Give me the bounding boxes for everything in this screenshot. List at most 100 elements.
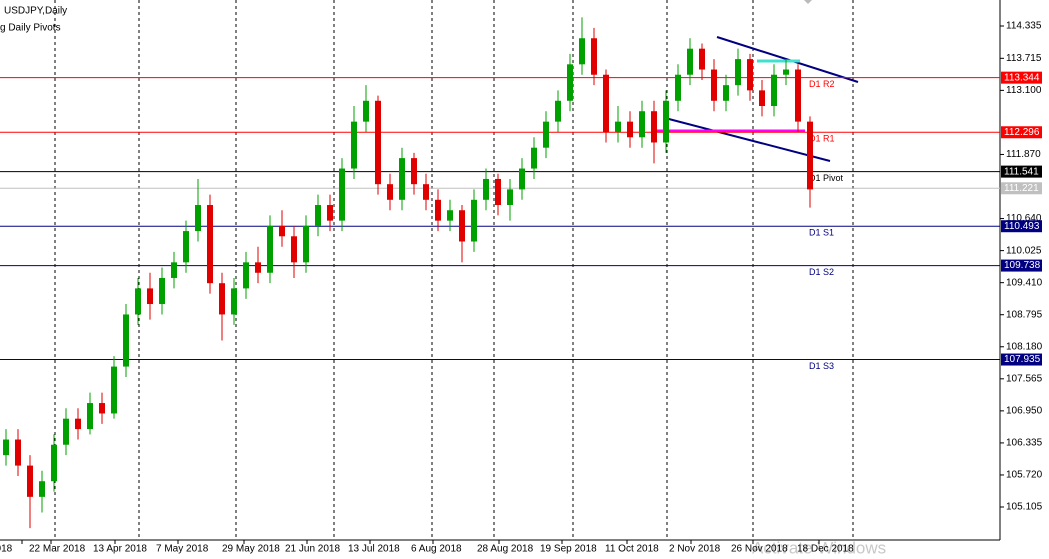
chart-title: USDJPY,Daily <box>4 6 67 17</box>
candle-body <box>279 225 285 237</box>
candle-body <box>219 283 225 315</box>
price-tag-label: 107.935 <box>1004 354 1041 365</box>
candle-body <box>111 366 117 414</box>
candle-body <box>639 111 645 138</box>
price-tag <box>1001 165 1042 178</box>
candle-body <box>147 288 153 305</box>
candle-body <box>447 210 453 221</box>
price-tag <box>1001 71 1042 84</box>
y-tick-label: 105.720 <box>1006 470 1043 481</box>
candle-body <box>75 418 81 430</box>
candle-body <box>483 178 489 200</box>
level-label: D1 R1 <box>809 134 835 144</box>
candle-body <box>315 205 321 226</box>
candle-body <box>291 236 297 263</box>
candle-body <box>27 465 33 497</box>
candle-body <box>351 121 357 169</box>
price-tag-label: 109.738 <box>1004 260 1041 271</box>
candle-body <box>735 59 741 86</box>
candle-body <box>159 277 165 305</box>
candle-body <box>135 288 141 315</box>
candle-body <box>543 121 549 148</box>
candle-body <box>747 59 753 91</box>
price-tag-label: 111.221 <box>1004 183 1039 194</box>
candle-body <box>255 262 261 273</box>
candle-body <box>435 199 441 221</box>
candle-body <box>231 288 237 315</box>
candle-body <box>567 64 573 101</box>
price-tag <box>1001 182 1042 195</box>
x-tick-label: 22 Mar 2018 <box>29 544 86 555</box>
candle-body <box>39 481 45 497</box>
price-tag <box>1001 126 1042 139</box>
trendline <box>664 117 831 162</box>
y-tick-label: 111.870 <box>1006 149 1041 160</box>
candle-body <box>207 205 213 284</box>
y-tick-label: 108.795 <box>1006 309 1043 320</box>
price-tag <box>1001 259 1042 272</box>
price-tag-label: 110.493 <box>1004 221 1040 232</box>
x-tick-label: 2 Nov 2018 <box>669 544 721 555</box>
y-tick-label: 109.410 <box>1006 277 1043 288</box>
candle-body <box>3 439 9 456</box>
candle-body <box>759 90 765 106</box>
candle-body <box>615 121 621 133</box>
level-label: D1 S3 <box>809 361 834 371</box>
y-tick-label: 106.950 <box>1006 406 1043 417</box>
candle-body <box>771 74 777 106</box>
candle-body <box>495 178 501 206</box>
y-tick-label: 108.180 <box>1006 341 1043 352</box>
candle-body <box>795 69 801 122</box>
y-tick-label: 107.565 <box>1006 373 1043 384</box>
y-tick-label: 113.715 <box>1006 53 1042 64</box>
price-tag <box>1001 353 1042 366</box>
candle-body <box>723 85 729 101</box>
candle-body <box>711 69 717 101</box>
x-tick-label: 2018 <box>0 544 13 555</box>
x-tick-label: 6 Aug 2018 <box>411 544 462 555</box>
candle-body <box>471 199 477 242</box>
candle-body <box>399 158 405 200</box>
candle-body <box>783 69 789 75</box>
candle-body <box>195 205 201 232</box>
x-tick-label: 21 Jun 2018 <box>285 544 340 555</box>
candle-body <box>411 158 417 185</box>
candle-body <box>183 231 189 263</box>
price-tag-label: 113.344 <box>1004 72 1040 83</box>
y-tick-label: 114.335 <box>1006 21 1042 32</box>
candle-body <box>627 121 633 138</box>
x-tick-label: 28 Aug 2018 <box>477 544 534 555</box>
x-tick-label: 11 Oct 2018 <box>605 544 659 555</box>
candle-body <box>675 74 681 101</box>
candle-body <box>603 74 609 133</box>
x-tick-label: 19 Sep 2018 <box>540 544 597 555</box>
price-tag <box>1001 220 1042 233</box>
candle-body <box>579 38 585 65</box>
x-tick-label: 26 Nov 2018 <box>731 544 788 555</box>
y-tick-label: 106.335 <box>1006 438 1043 449</box>
indicator-name: g Daily Pivots <box>0 23 61 34</box>
candle-body <box>519 168 525 190</box>
x-tick-label: 18 Dec 2018 <box>797 544 854 555</box>
candle-body <box>591 38 597 75</box>
candle-body <box>687 48 693 75</box>
candle-body <box>87 403 93 430</box>
candle-body <box>63 418 69 445</box>
candle-body <box>387 184 393 200</box>
candle-body <box>699 48 705 70</box>
x-tick-label: 13 Apr 2018 <box>93 544 147 555</box>
candle-body <box>303 225 309 263</box>
x-tick-label: 29 May 2018 <box>222 544 280 555</box>
candle-body <box>459 210 465 242</box>
price-tag-label: 112.296 <box>1004 127 1040 138</box>
level-label: D1 S1 <box>809 228 834 238</box>
candle-body <box>651 111 657 143</box>
y-tick-label: 110.025 <box>1006 245 1042 256</box>
y-tick-label: 105.105 <box>1006 502 1043 513</box>
price-tag-label: 111.541 <box>1004 166 1039 177</box>
candle-body <box>423 184 429 200</box>
candle-body <box>243 262 249 289</box>
candle-body <box>99 403 105 414</box>
x-tick-label: 7 May 2018 <box>156 544 209 555</box>
